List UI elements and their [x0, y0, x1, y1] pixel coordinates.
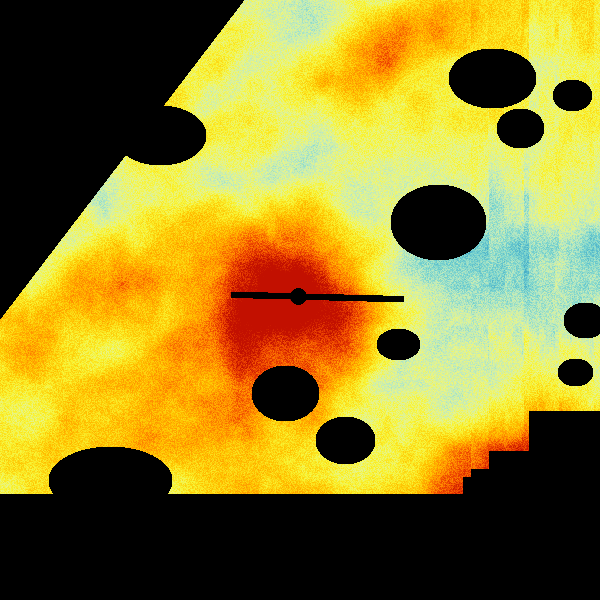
image-canvas-container: False-colour radio intensity map black-b… — [0, 0, 600, 600]
false-color-heatmap-canvas — [0, 0, 600, 600]
